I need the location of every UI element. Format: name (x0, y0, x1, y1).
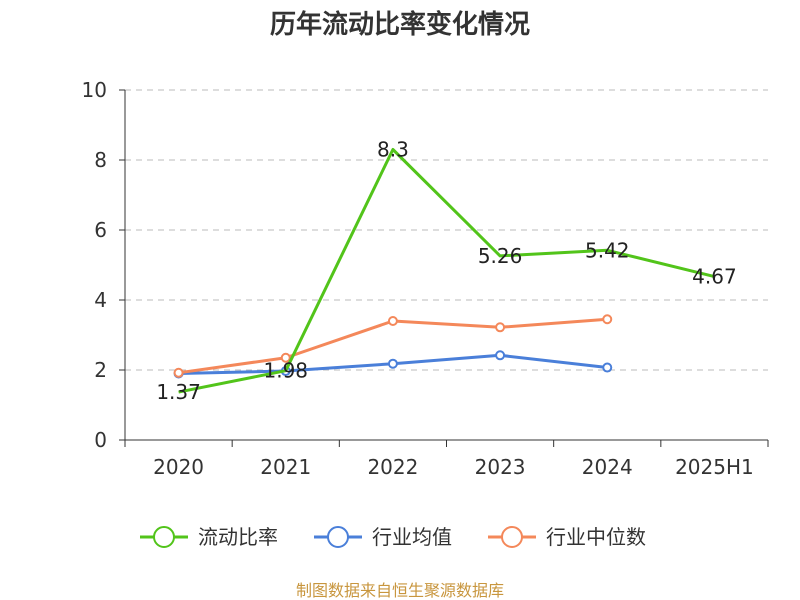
y-tick-label: 10 (82, 78, 107, 102)
y-tick-label: 0 (94, 428, 107, 452)
x-tick-label: 2022 (367, 455, 418, 479)
x-tick-label: 2024 (582, 455, 633, 479)
data-label: 1.98 (263, 359, 308, 383)
source-note: 制图数据来自恒生聚源数据库 (296, 581, 504, 600)
data-point (387, 316, 398, 326)
data-label: 5.42 (585, 238, 630, 262)
y-tick-label: 4 (94, 288, 107, 312)
legend-marker-icon (327, 526, 349, 548)
legend-label: 流动比率 (198, 525, 278, 549)
data-point (495, 322, 506, 333)
x-tick-label: 2020 (153, 455, 204, 479)
data-point (280, 352, 291, 363)
x-tick-label: 2025H1 (675, 455, 754, 479)
legend[interactable]: 流动比率 行业均值 行业中位数 (140, 525, 646, 549)
y-tick-label: 6 (94, 218, 107, 242)
legend-item[interactable]: 行业中位数 (488, 525, 646, 549)
axes: 0 2 4 6 8 10 2020 2021 2022 2023 2024 2025H1 (82, 78, 769, 479)
plot-area (173, 148, 715, 394)
data-label: 1.37 (156, 380, 201, 404)
data-label: 5.26 (478, 244, 523, 268)
y-tick-label: 8 (94, 148, 107, 172)
grid-lines (125, 89, 768, 371)
x-tick-label: 2023 (475, 455, 526, 479)
legend-marker-icon (501, 526, 523, 548)
y-tick-label: 2 (94, 358, 107, 382)
x-tick-label: 2021 (260, 455, 311, 479)
series-line (178, 148, 715, 394)
legend-label: 行业中位数 (546, 525, 646, 549)
data-label: 8.3 (377, 138, 409, 162)
data-point (602, 362, 613, 373)
data-labels: 1.37 1.98 8.3 5.26 5.42 4.67 (156, 138, 736, 405)
legend-label: 行业均值 (372, 525, 452, 549)
data-point (602, 314, 613, 325)
data-point (173, 367, 184, 378)
legend-item[interactable]: 流动比率 (140, 525, 278, 549)
data-point (495, 350, 506, 361)
data-label: 4.67 (692, 265, 737, 289)
legend-marker-icon (153, 526, 175, 548)
legend-item[interactable]: 行业均值 (314, 525, 452, 549)
chart-title: 历年流动比率变化情况 (270, 9, 530, 40)
data-point (387, 358, 398, 369)
